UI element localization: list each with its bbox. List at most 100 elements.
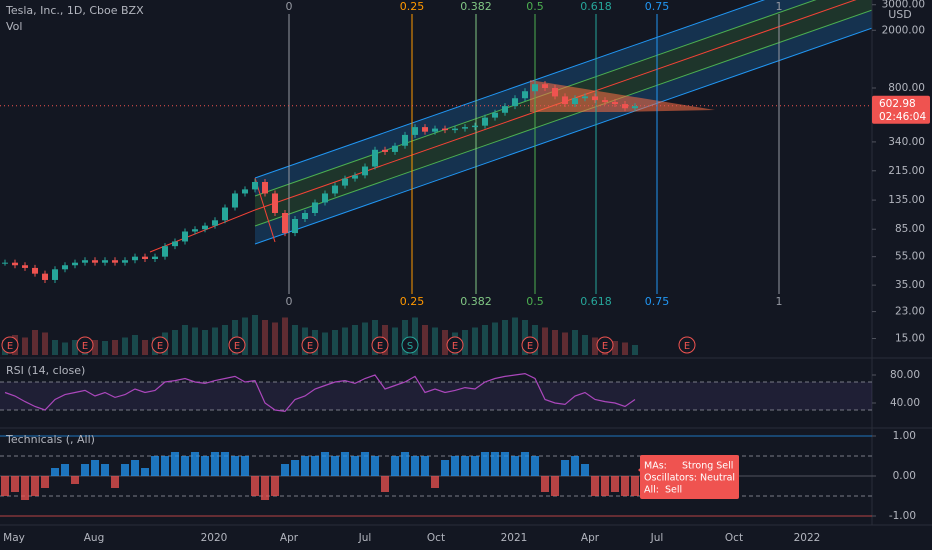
median-handle bbox=[149, 209, 256, 253]
tech-tick-label: 1.00 bbox=[893, 430, 916, 442]
candle bbox=[102, 260, 108, 263]
candle bbox=[362, 166, 368, 176]
tech-bar bbox=[161, 456, 169, 476]
candle bbox=[92, 260, 98, 263]
time-label: Apr bbox=[280, 532, 299, 544]
tech-bar bbox=[631, 476, 639, 496]
fib-label: 0.25 bbox=[400, 0, 425, 13]
summary-box bbox=[640, 455, 739, 499]
candle bbox=[392, 145, 398, 152]
candle bbox=[262, 181, 268, 194]
candle bbox=[352, 175, 358, 179]
last-price-label: 602.98 bbox=[879, 98, 916, 110]
volume-bar bbox=[412, 317, 418, 355]
volume-bar bbox=[62, 342, 68, 355]
volume-bar bbox=[72, 340, 78, 355]
event-label: E bbox=[527, 341, 533, 352]
tech-bar bbox=[541, 476, 549, 492]
time-label: Jul bbox=[358, 532, 372, 544]
channel-band bbox=[255, 0, 872, 226]
rsi-band bbox=[0, 382, 872, 410]
volume-bar bbox=[342, 327, 348, 355]
candle bbox=[332, 185, 338, 194]
volume-bar bbox=[582, 335, 588, 355]
tech-bar bbox=[561, 460, 569, 476]
tech-bar bbox=[241, 456, 249, 476]
rsi-tick-label: 80.00 bbox=[890, 369, 920, 381]
volume-bar bbox=[182, 325, 188, 355]
tech-bar bbox=[571, 456, 579, 476]
pitch-leg bbox=[254, 177, 276, 243]
candle bbox=[472, 125, 478, 128]
candle bbox=[142, 256, 148, 260]
event-label: E bbox=[307, 341, 313, 352]
tech-bar bbox=[481, 452, 489, 476]
candle bbox=[602, 100, 608, 103]
fib-label: 0.75 bbox=[645, 0, 670, 13]
tech-bar bbox=[601, 476, 609, 496]
tech-bar bbox=[361, 452, 369, 476]
volume-bar bbox=[172, 330, 178, 355]
volume-bar bbox=[282, 317, 288, 355]
time-label: Aug bbox=[84, 532, 105, 544]
tech-bar bbox=[531, 456, 539, 476]
candle bbox=[212, 220, 218, 226]
candle bbox=[342, 178, 348, 186]
tech-bar bbox=[191, 452, 199, 476]
tech-bar bbox=[171, 452, 179, 476]
volume-bar bbox=[122, 337, 128, 355]
candle bbox=[542, 84, 548, 88]
channel-line bbox=[254, 0, 766, 179]
volume-bar bbox=[432, 327, 438, 355]
candle bbox=[462, 127, 468, 129]
candle bbox=[62, 265, 68, 270]
tech-bar bbox=[81, 464, 89, 476]
channel-line bbox=[254, 27, 872, 245]
candle bbox=[552, 88, 558, 97]
tech-bar bbox=[401, 452, 409, 476]
rsi-tick-label: 40.00 bbox=[890, 397, 920, 409]
tech-bar bbox=[271, 476, 279, 496]
candle bbox=[382, 149, 388, 152]
tech-bar bbox=[461, 456, 469, 476]
candle bbox=[522, 91, 528, 99]
candle bbox=[512, 98, 518, 107]
candle bbox=[72, 262, 78, 266]
volume-bar bbox=[612, 341, 618, 355]
tech-bar bbox=[1, 476, 9, 496]
volume-bar bbox=[202, 330, 208, 355]
candle bbox=[42, 273, 48, 280]
candle bbox=[182, 231, 188, 242]
volume-bar bbox=[332, 330, 338, 355]
candle bbox=[12, 262, 18, 266]
event-label: S bbox=[407, 341, 413, 352]
tech-bar bbox=[211, 452, 219, 476]
candle bbox=[482, 117, 488, 126]
volume-bar bbox=[472, 327, 478, 355]
channel-line bbox=[254, 9, 872, 227]
candle bbox=[442, 128, 448, 131]
candle bbox=[52, 269, 58, 280]
tech-bar bbox=[351, 456, 359, 476]
candle bbox=[22, 265, 28, 268]
candle bbox=[122, 260, 128, 263]
candle bbox=[202, 225, 208, 230]
volume-bar bbox=[562, 332, 568, 355]
time-label: Apr bbox=[581, 532, 600, 544]
tech-bar bbox=[411, 456, 419, 476]
candle bbox=[2, 262, 8, 264]
volume-bar bbox=[42, 332, 48, 355]
fib-label: 0.5 bbox=[526, 0, 544, 13]
currency: USD bbox=[888, 8, 912, 21]
volume-bar bbox=[252, 315, 258, 355]
volume-bar bbox=[92, 340, 98, 355]
last-price-box bbox=[872, 95, 930, 124]
tech-bar bbox=[581, 464, 589, 476]
event-marker bbox=[151, 336, 169, 354]
price-tick-label: 3000.00 bbox=[882, 0, 925, 11]
time-label: 2021 bbox=[501, 532, 528, 544]
volume-bar bbox=[242, 317, 248, 355]
volume-bar bbox=[212, 327, 218, 355]
tech-bar bbox=[131, 460, 139, 476]
